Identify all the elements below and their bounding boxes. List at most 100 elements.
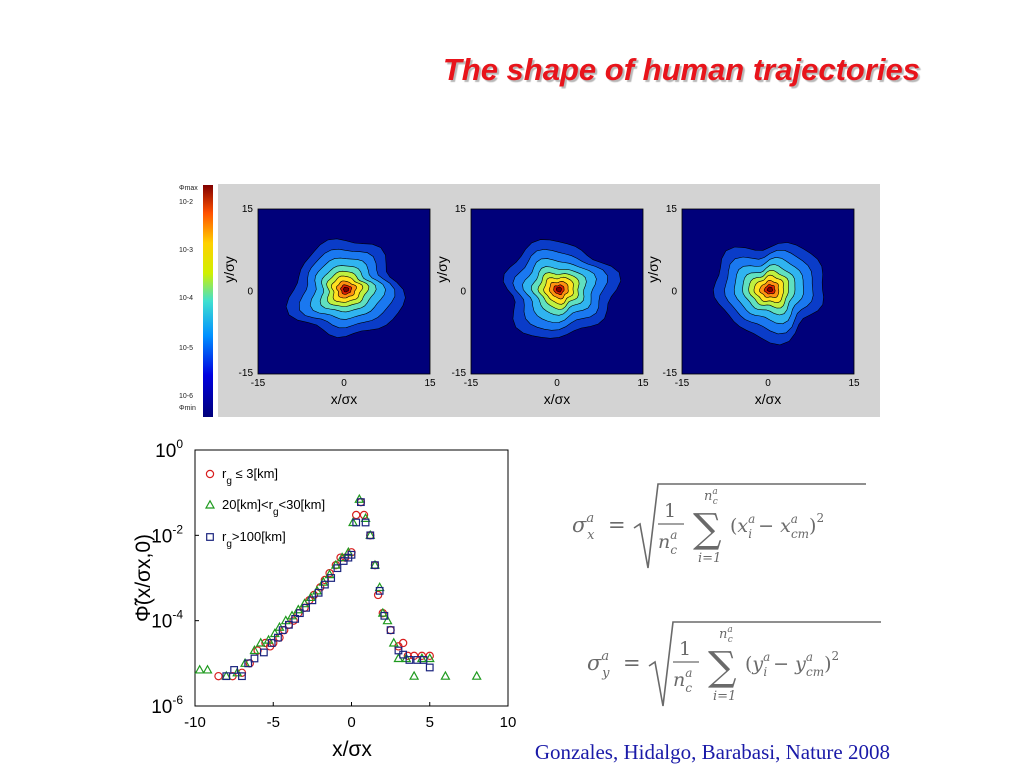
scatter-point (214, 671, 223, 681)
scatter-point (425, 651, 434, 661)
heatmap-x-tick-label: 15 (424, 378, 436, 389)
scatter-point (352, 518, 361, 527)
svg-text:nac: na c (673, 666, 692, 695)
scatter-point (374, 582, 385, 592)
scatter-point (398, 638, 408, 648)
scatter-point (320, 575, 330, 585)
sigma-x-formula: σa x = 1 na c na c ∑ i=1 (xa i − xa cm)2 (570, 470, 870, 580)
heatmap-x-tick-label: 15 (848, 378, 860, 389)
scatter-point (259, 648, 268, 657)
scatter-point (255, 637, 266, 647)
scatter-point (380, 611, 389, 620)
formula-lhs: σa x (572, 511, 595, 543)
colorbar-tick-label: 10-3 (179, 247, 193, 254)
formula-lhs: σa y (587, 649, 610, 681)
scatter-point (386, 626, 395, 635)
scatter-point (359, 510, 369, 520)
heatmap-x-axis-label: x/σx (755, 391, 782, 407)
heatmap-contour (556, 286, 562, 293)
svg-text:nac: na c (704, 487, 718, 507)
scatter-point (293, 604, 304, 614)
colorbar-tick-label: 10-5 (179, 345, 193, 352)
svg-text:=: = (608, 513, 626, 537)
scatter-point (425, 663, 434, 672)
scatter-point (238, 672, 246, 681)
scatter-point (308, 596, 317, 605)
svg-text:∑: ∑ (693, 506, 722, 552)
heatmap-x-tick-label: -15 (251, 378, 266, 389)
scatter-point (405, 656, 414, 664)
scatter-point (232, 667, 243, 677)
colorbar-tick-label: Φmin (179, 405, 196, 412)
scatter-point (249, 645, 260, 655)
scatter-y-axis-label: Φ̃(x/σx,0) (132, 534, 155, 622)
scatter-point (222, 672, 231, 681)
scatter-point (403, 651, 413, 661)
formula-svg: σa y =1na cna c∑i=1(ya i − ya cm)2 (587, 621, 881, 707)
heatmap-x-tick-label: 0 (341, 378, 347, 389)
heatmap-contour (342, 286, 350, 293)
scatter-point (267, 639, 276, 647)
heatmap-x-tick-label: 0 (554, 378, 560, 389)
scatter-x-tick-label: 0 (347, 714, 355, 731)
scatter-point (194, 664, 205, 674)
scatter-point (424, 653, 435, 663)
scatter-point (399, 650, 408, 659)
heatmap-y-tick-label: 0 (460, 287, 466, 298)
scatter-legend-label: rg ≤ 3[km] (222, 466, 278, 487)
scatter-point (361, 518, 370, 527)
scatter-y-tick-label: 10-2 (151, 522, 183, 547)
scatter-x-tick-label: 10 (500, 714, 517, 731)
heatmap-panel: -15 0 15 15 0 -15 x/σx y/σy (221, 204, 436, 407)
svg-text:nac: na c (658, 528, 677, 557)
svg-text:1: 1 (664, 500, 676, 522)
scatter-point (320, 580, 329, 589)
svg-text:i=1: i=1 (713, 689, 736, 704)
profile-scatter-chart: -10 -5 0 5 10 100 10-2 10-4 10-6 rg ≤ 3[km] 20[km… (130, 438, 520, 768)
scatter-point (388, 637, 399, 647)
scatter-point (419, 656, 428, 664)
scatter-point (409, 670, 420, 680)
heatmap-y-axis-label: y/σy (645, 256, 661, 283)
scatter-series (222, 498, 434, 681)
heatmap-x-tick-label: -15 (464, 378, 479, 389)
scatter-point (205, 469, 215, 479)
slide-title: The shape of human trajectories (442, 52, 920, 87)
heatmap-y-tick-label: 15 (666, 204, 678, 215)
scatter-point (440, 670, 451, 680)
scatter-point (278, 626, 287, 635)
scatter-point (244, 659, 253, 668)
scatter-point (206, 533, 214, 541)
svg-text:1: 1 (679, 638, 691, 660)
scatter-x-tick-label: 5 (426, 714, 434, 731)
scatter-legend-label: 20[km]<rg<30[km] (222, 497, 325, 518)
formula-svg: σa x =1na cna c∑i=1(xa i − xa cm)2 (572, 483, 866, 569)
svg-text:=: = (623, 651, 641, 675)
heatmap-y-tick-label: -15 (239, 368, 254, 379)
svg-text:i=1: i=1 (698, 551, 721, 566)
heatmap-x-tick-label: 15 (637, 378, 649, 389)
heatmap-y-tick-label: -15 (452, 368, 467, 379)
svg-text:∑: ∑ (708, 644, 737, 690)
scatter-point (299, 598, 310, 608)
scatter-point (360, 512, 371, 522)
heatmap-x-tick-label: 0 (765, 378, 771, 389)
heatmap-y-tick-label: 0 (671, 287, 677, 298)
scatter-point (382, 615, 393, 625)
heatmap-panel: -15 0 15 15 0 -15 x/σx y/σy (645, 204, 860, 407)
heatmap-y-tick-label: 15 (242, 204, 254, 215)
scatter-plot-area (194, 449, 509, 707)
colorbar-tick-label: Φmax (179, 185, 198, 192)
heatmap-x-tick-label: -15 (675, 378, 690, 389)
scatter-point (250, 654, 259, 663)
scatter-point (314, 588, 323, 597)
citation: Gonzales, Hidalgo, Barabasi, Nature 2008 (534, 740, 890, 764)
scatter-point (375, 586, 384, 595)
colorbar-tick-label: 10-4 (179, 295, 193, 302)
scatter-point (291, 615, 300, 623)
scatter-point (356, 498, 365, 507)
scatter-x-axis-label: x/σx (332, 738, 372, 761)
scatter-point (471, 670, 482, 680)
scatter-x-tick-label: -5 (267, 714, 280, 731)
scatter-point (204, 499, 216, 509)
